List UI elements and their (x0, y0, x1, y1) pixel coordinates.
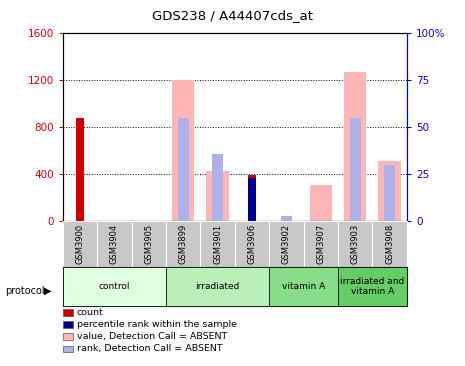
Text: GSM3903: GSM3903 (351, 224, 360, 264)
Bar (248, 178, 256, 221)
Text: GSM3900: GSM3900 (75, 224, 85, 264)
Bar (63, 221, 97, 267)
Bar (212, 154, 223, 221)
Text: GSM3901: GSM3901 (213, 224, 222, 264)
Text: GSM3902: GSM3902 (282, 224, 291, 264)
Text: count: count (77, 308, 104, 317)
Text: GSM3905: GSM3905 (144, 224, 153, 264)
Bar (235, 221, 269, 267)
Bar (132, 221, 166, 267)
Text: GSM3907: GSM3907 (316, 224, 326, 264)
Text: protocol: protocol (5, 286, 44, 296)
Bar (350, 118, 361, 221)
Bar (344, 72, 366, 221)
Text: control: control (99, 282, 130, 291)
Bar (200, 221, 235, 267)
Bar (269, 267, 338, 306)
Text: irradiated: irradiated (195, 282, 240, 291)
Text: GSM3908: GSM3908 (385, 224, 394, 264)
Text: percentile rank within the sample: percentile rank within the sample (77, 320, 237, 329)
Bar (166, 221, 200, 267)
Text: ▶: ▶ (44, 286, 52, 296)
Bar (338, 267, 407, 306)
Text: GSM3899: GSM3899 (179, 224, 188, 264)
Bar (384, 165, 395, 221)
Bar (372, 221, 407, 267)
Bar (304, 221, 338, 267)
Bar (178, 118, 189, 221)
Bar (310, 185, 332, 221)
Text: GDS238 / A44407cds_at: GDS238 / A44407cds_at (152, 9, 313, 22)
Bar (248, 175, 256, 221)
Bar (281, 216, 292, 221)
Bar (63, 267, 166, 306)
Bar (338, 221, 372, 267)
Text: rank, Detection Call = ABSENT: rank, Detection Call = ABSENT (77, 344, 222, 353)
Text: GSM3904: GSM3904 (110, 224, 119, 264)
Text: irradiated and
vitamin A: irradiated and vitamin A (340, 277, 405, 296)
Bar (76, 118, 84, 221)
Text: GSM3906: GSM3906 (247, 224, 257, 264)
Bar (379, 161, 401, 221)
Bar (172, 80, 194, 221)
Text: vitamin A: vitamin A (282, 282, 326, 291)
Bar (97, 221, 132, 267)
Bar (206, 171, 229, 221)
Text: value, Detection Call = ABSENT: value, Detection Call = ABSENT (77, 332, 227, 341)
Bar (166, 267, 269, 306)
Bar (269, 221, 304, 267)
